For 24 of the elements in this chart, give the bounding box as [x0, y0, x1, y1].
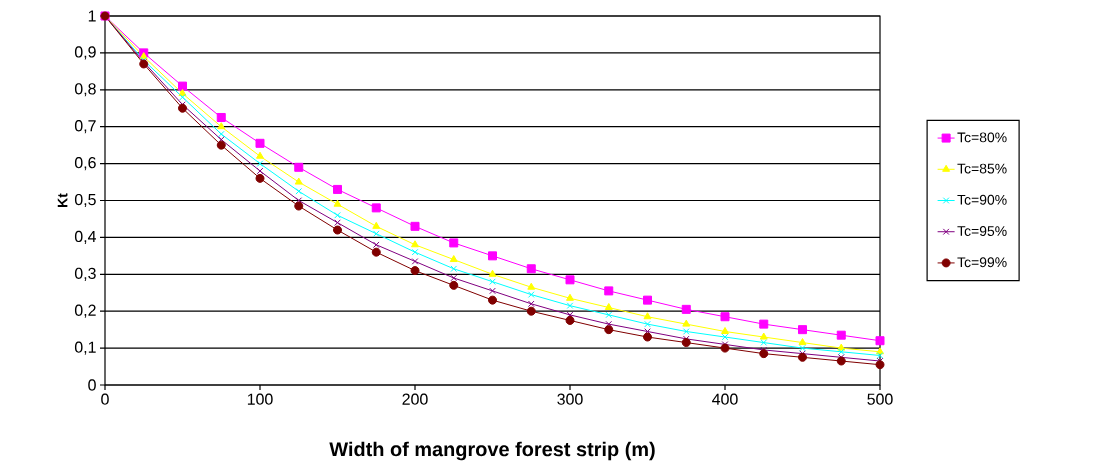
x-axis-title: Width of mangrove forest strip (m): [329, 441, 655, 461]
y-axis-title: Kt: [57, 193, 68, 207]
y-tick-label: 0,1: [74, 341, 96, 355]
x-tick-label: 300: [557, 393, 583, 405]
y-tick-label: 0,8: [74, 83, 96, 97]
legend-label: Tc=95%: [957, 226, 1007, 236]
y-tick-label: 1: [88, 10, 96, 22]
legend-label: Tc=85%: [957, 163, 1007, 174]
y-tick-label: 0,3: [74, 267, 96, 281]
x-tick-label: 500: [867, 393, 893, 405]
y-tick-label: 0,7: [74, 120, 96, 134]
y-tick-label: 0,9: [74, 46, 96, 60]
x-tick-label: 400: [712, 393, 738, 405]
y-tick-label: 0,4: [74, 230, 97, 244]
y-tick-label: 0: [88, 379, 96, 391]
y-tick-label: 0,6: [74, 157, 96, 171]
y-tick-label: 0,2: [74, 304, 96, 318]
legend-label: Tc=99%: [957, 257, 1007, 268]
x-tick-label: 200: [402, 393, 428, 405]
y-tick-label: 0,5: [74, 193, 96, 208]
legend-label: Tc=80%: [957, 132, 1007, 143]
legend-label: Tc=90%: [957, 194, 1007, 205]
x-tick-label: 0: [101, 393, 109, 405]
x-tick-label: 100: [247, 393, 273, 405]
